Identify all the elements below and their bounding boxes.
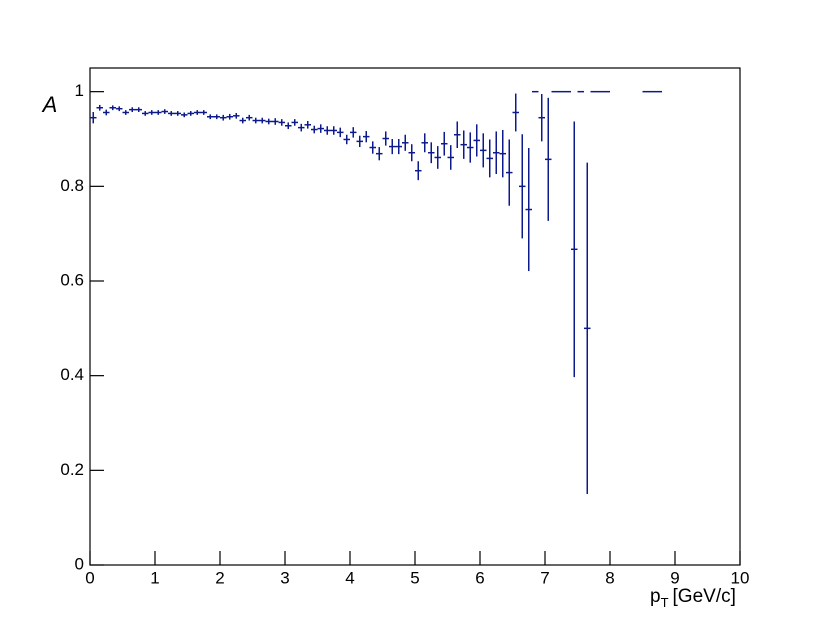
x-tick-label: 10 xyxy=(731,568,750,587)
x-tick-label: 9 xyxy=(670,568,679,587)
x-tick-label: 8 xyxy=(605,568,614,587)
y-tick-label: 0.8 xyxy=(60,176,84,195)
y-tick-label: 0 xyxy=(75,554,84,573)
plot-frame xyxy=(89,67,741,566)
x-tick-label: 5 xyxy=(410,568,419,587)
y-axis-label: A xyxy=(41,92,58,117)
y-tick-label: 0.6 xyxy=(60,270,84,289)
x-tick-label: 1 xyxy=(150,568,159,587)
y-tick-label: 1 xyxy=(75,81,84,100)
x-tick-label: 0 xyxy=(85,568,94,587)
x-axis-label: pT [GeV/c] xyxy=(650,586,736,610)
x-tick-label: 6 xyxy=(475,568,484,587)
x-label-p: p xyxy=(650,586,661,607)
x-tick-label: 4 xyxy=(345,568,354,587)
y-tick-label: 0.2 xyxy=(60,460,84,479)
x-label-sub: T xyxy=(661,595,669,610)
y-tick-label: 0.4 xyxy=(60,365,84,384)
x-tick-label: 7 xyxy=(540,568,549,587)
x-tick-label: 2 xyxy=(215,568,224,587)
x-tick-label: 3 xyxy=(280,568,289,587)
x-label-unit: [GeV/c] xyxy=(673,586,736,607)
